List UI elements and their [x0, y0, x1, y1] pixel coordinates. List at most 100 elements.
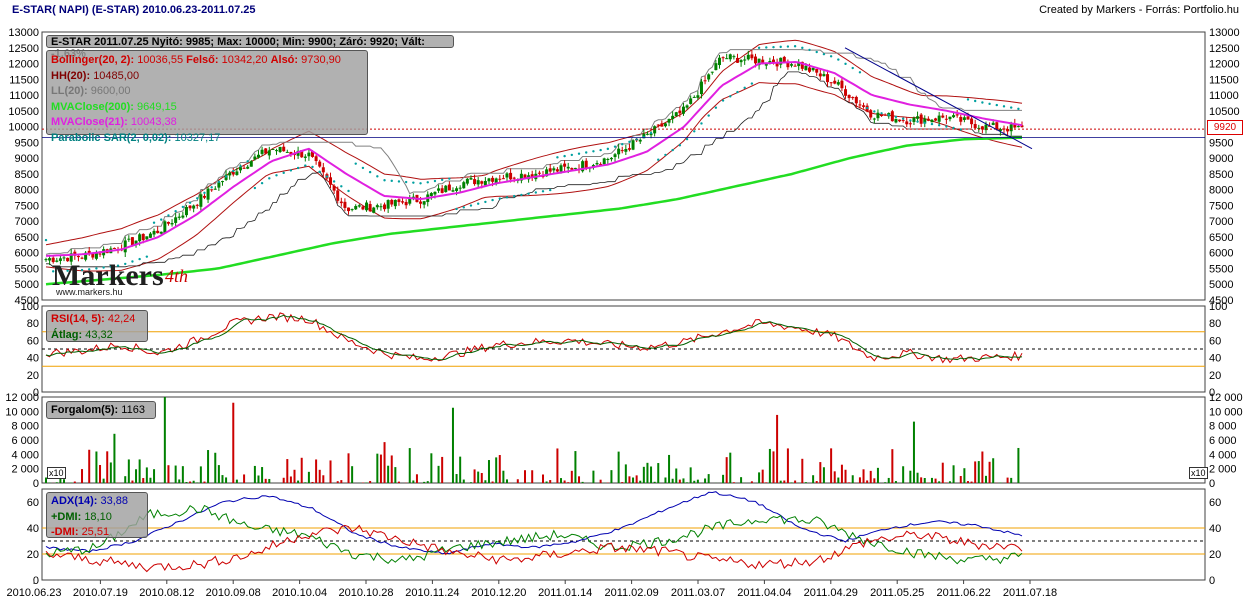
volume-bar [480, 473, 483, 483]
sar-dot [282, 171, 285, 175]
sar-dot [714, 106, 718, 109]
candle-body [743, 59, 747, 61]
candle-body [995, 122, 999, 130]
volume-bar [498, 455, 501, 483]
candle-body [343, 201, 347, 208]
candle-body [890, 111, 894, 122]
candle-body [854, 96, 858, 104]
candle-body [256, 154, 260, 158]
volume-bar [678, 479, 681, 483]
sar-dot [577, 152, 581, 155]
sar-dot [412, 181, 415, 184]
price-axis-tick-left: 12500 [8, 43, 39, 55]
candle-body [833, 80, 837, 84]
volume-bar [628, 476, 631, 483]
candle-body [210, 189, 214, 191]
candle-body [970, 118, 974, 125]
adx-axis-tick-left: 0 [33, 575, 39, 587]
volume-bar [203, 481, 206, 483]
mva21-value: 10043,38 [130, 116, 177, 129]
candle-body [840, 80, 844, 89]
price-legend: E-STAR 2011.07.25 Nyitó: 9985; Max: 1000… [46, 35, 454, 60]
sar-dot [73, 269, 77, 272]
logo-text: Markers [52, 259, 164, 292]
sar-dot [685, 137, 689, 141]
rsi-axis-tick-right: 20 [1209, 370, 1221, 382]
candle-body [826, 74, 830, 83]
candle-body [473, 179, 477, 185]
volume-bar [167, 465, 170, 483]
sar-dot [671, 148, 674, 152]
candle-body [368, 204, 372, 212]
sar-dot [829, 55, 833, 58]
candle-body [498, 178, 502, 180]
volume-bar [63, 479, 66, 483]
candle-body [1013, 123, 1017, 128]
volume-axis-tick-right: 2 000 [1209, 464, 1237, 476]
candle-body [76, 255, 80, 258]
sar-dot [541, 190, 545, 193]
candle-body [451, 190, 455, 192]
volume-bar [930, 477, 933, 483]
sar-dot [923, 121, 926, 125]
price-axis-tick-right: 7500 [1209, 200, 1233, 212]
sar-dot [995, 103, 998, 107]
volume-bar [347, 453, 350, 483]
volume-bar [783, 480, 786, 483]
candle-body [505, 173, 509, 178]
logo-url: www.markers.hu [55, 287, 123, 297]
candle-body [923, 118, 927, 124]
candle-body [282, 146, 286, 152]
sar-dot [894, 115, 898, 119]
sar-dot [124, 262, 127, 266]
candle-body [112, 247, 116, 249]
bollinger-upper-label: Felső: [186, 54, 219, 66]
sar-dot [664, 153, 667, 157]
candle-body [213, 188, 217, 190]
sar-dot [952, 126, 955, 130]
volume-bar [109, 462, 112, 483]
sar-dot [109, 265, 113, 268]
x-tick-label: 2011.03.07 [671, 587, 725, 599]
candle-body [429, 193, 433, 196]
price-axis-tick-left: 9500 [15, 137, 39, 149]
volume-bar [243, 474, 246, 483]
volume-bar [833, 471, 836, 483]
candle-body [998, 129, 1002, 131]
ll-line [46, 71, 1022, 268]
candle-body [790, 64, 794, 66]
candle-body [984, 124, 988, 131]
sar-dot [988, 102, 991, 106]
volume-bar [124, 476, 127, 483]
volume-bar [675, 468, 678, 483]
price-axis-tick-right: 6500 [1209, 232, 1233, 244]
volume-bar [257, 475, 260, 483]
candle-body [898, 119, 902, 122]
sar-dot [865, 106, 869, 110]
volume-bar [142, 478, 145, 483]
volume-bar [55, 482, 58, 483]
candle-body [440, 188, 444, 193]
price-axis-tick-right: 12000 [1209, 59, 1240, 71]
volume-legend: Forgalom(5): 1163 [46, 401, 156, 419]
sar-dot [779, 45, 782, 49]
pane-frame-rsi [41, 305, 1206, 393]
volume-bar [542, 474, 545, 483]
volume-axis-tick-left: 10 000 [5, 406, 39, 418]
candle-body [649, 133, 653, 136]
volume-axis-tick-left: 12 000 [5, 392, 39, 404]
sar-dot [512, 194, 516, 198]
volume-bar [819, 462, 822, 483]
sar-dot [88, 268, 91, 271]
candle-body [321, 167, 325, 173]
volume-bar [286, 459, 289, 483]
sar-dot [880, 112, 883, 115]
bollinger-lower-label: Alsó: [270, 54, 299, 66]
candle-body [732, 56, 736, 58]
sar-dot [95, 267, 98, 270]
sar-dot [721, 99, 725, 102]
volume-bar [225, 477, 228, 483]
candle-body [242, 167, 246, 169]
volume-bar [599, 479, 602, 483]
volume-bar [779, 480, 782, 483]
